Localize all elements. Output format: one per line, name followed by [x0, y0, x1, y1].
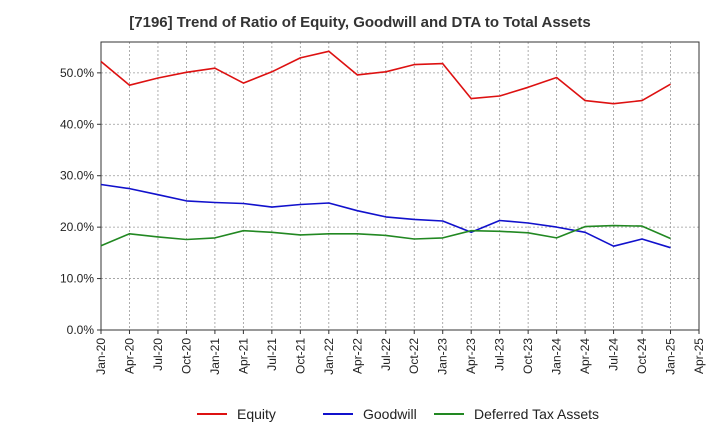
- x-tick-label: Jul-22: [379, 338, 393, 371]
- y-tick-label: 0.0%: [67, 323, 95, 337]
- y-tick-label: 40.0%: [60, 117, 94, 131]
- x-tick-label: Apr-20: [122, 338, 136, 374]
- plot-frame: [100, 41, 700, 331]
- legend-label-deferred-tax-assets: Deferred Tax Assets: [474, 406, 599, 422]
- x-tick-label: Oct-24: [635, 338, 649, 374]
- x-tick-label: Apr-22: [350, 338, 364, 374]
- x-tick-label: Apr-24: [578, 338, 592, 374]
- x-tick-label: Jan-25: [664, 338, 678, 375]
- chart-title: [7196] Trend of Ratio of Equity, Goodwil…: [129, 14, 591, 31]
- x-tick-label: Apr-21: [236, 338, 250, 374]
- x-tick-label: Jul-20: [151, 338, 165, 371]
- x-tick-label: Jan-20: [94, 338, 108, 375]
- y-tick-label: 10.0%: [60, 272, 94, 286]
- series-line-equity: [100, 50, 671, 105]
- series-line-deferred-tax-assets: [100, 224, 671, 247]
- x-tick-label: Jul-21: [265, 338, 279, 371]
- x-tick-label: Apr-25: [692, 338, 706, 374]
- x-tick-label: Apr-23: [464, 338, 478, 374]
- y-tick-label: 50.0%: [60, 66, 94, 80]
- y-tick-label: 20.0%: [60, 220, 94, 234]
- x-tick-label: Jan-24: [550, 338, 564, 375]
- x-tick-label: Oct-21: [293, 338, 307, 374]
- x-tick-label: Jan-22: [322, 338, 336, 375]
- legend-label-equity: Equity: [237, 406, 276, 422]
- x-tick-label: Jan-21: [208, 338, 222, 375]
- x-tick-label: Oct-22: [407, 338, 421, 374]
- x-tick-label: Oct-20: [179, 338, 193, 374]
- x-tick-label: Jan-23: [436, 338, 450, 375]
- x-tick-label: Jul-23: [493, 338, 507, 371]
- y-tick-label: 30.0%: [60, 169, 94, 183]
- x-tick-label: Oct-23: [521, 338, 535, 374]
- legend-label-goodwill: Goodwill: [363, 406, 417, 422]
- x-tick-label: Jul-24: [607, 338, 621, 371]
